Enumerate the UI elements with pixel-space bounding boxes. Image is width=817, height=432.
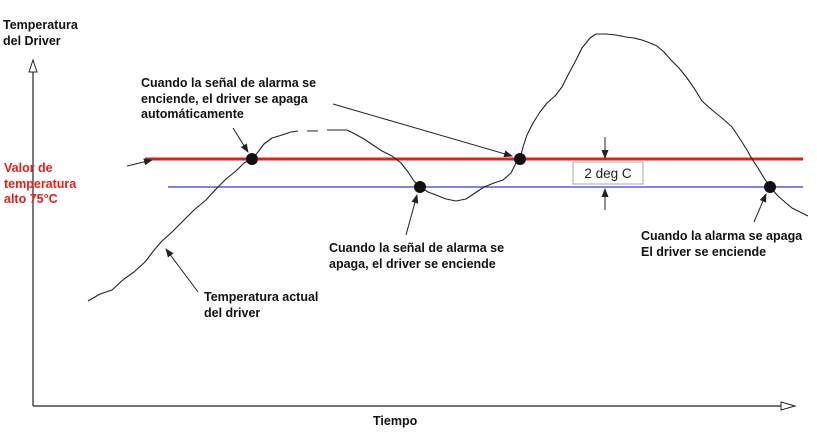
alarm-off-point-1 (414, 181, 426, 193)
alarm-on-arrow-1 (232, 127, 249, 153)
alarm-off-point-2 (764, 181, 776, 193)
high-threshold-label: Valor de temperatura alto 75°C (4, 161, 77, 206)
alarm-off-annotation: Cuando la señal de alarma se apaga, el d… (329, 241, 505, 271)
hysteresis-label-box (572, 161, 644, 185)
x-axis-arrowhead (780, 401, 797, 411)
actual-temperature-annotation: Temperatura actual del driver (204, 290, 319, 320)
alarm-on-point-2 (514, 153, 526, 165)
alarm-on-arrow-2 (332, 103, 513, 158)
alarm-off-arrow-1 (405, 194, 419, 236)
y-axis-arrowhead (28, 58, 38, 73)
hysteresis-label: 2 deg C (584, 166, 632, 181)
alarm-off-arrow-2 (753, 193, 767, 223)
alarm-off-annotation-right: Cuando la alarma se apaga El driver se e… (641, 229, 803, 259)
y-axis-label: Temperatura del Driver (3, 18, 78, 48)
threshold-label-pointer (126, 158, 153, 167)
actual-temperature-arrow (165, 248, 199, 293)
x-axis-label: Tiempo (373, 414, 418, 428)
alarm-on-annotation: Cuando la señal de alarma se enciende, e… (141, 76, 317, 121)
alarm-on-point-1 (246, 153, 258, 165)
